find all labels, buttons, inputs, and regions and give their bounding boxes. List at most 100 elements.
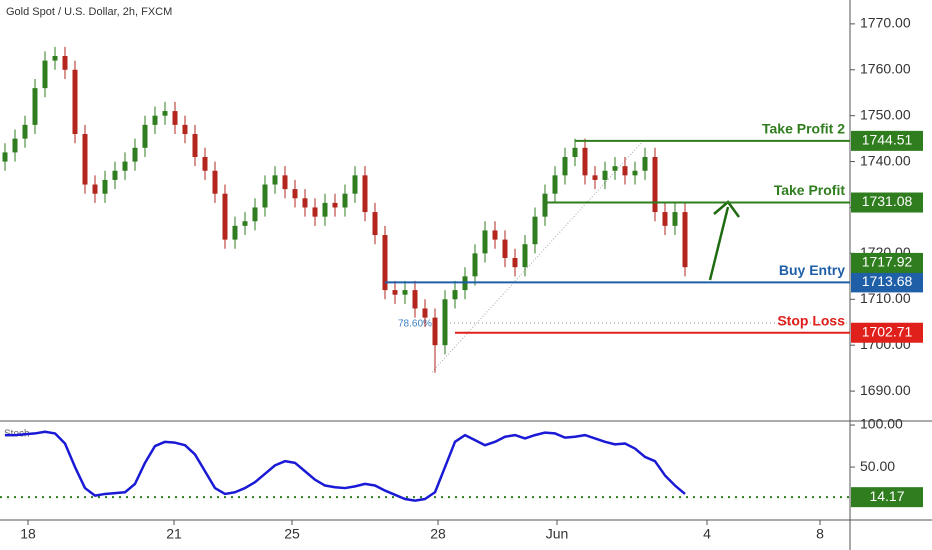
- candle: [452, 280, 458, 309]
- y-tick-label: 1740.00: [860, 152, 911, 168]
- candle-body: [42, 60, 48, 89]
- candle: [532, 207, 538, 254]
- candle-body: [402, 290, 408, 295]
- candle-body: [82, 134, 88, 185]
- candle: [202, 147, 208, 180]
- price-tag: [851, 272, 923, 293]
- candle-body: [292, 189, 298, 199]
- candle-body: [182, 124, 188, 135]
- candle: [392, 280, 398, 304]
- candle-body: [372, 212, 378, 236]
- x-tick-label: 21: [166, 526, 182, 542]
- candle-body: [672, 212, 678, 226]
- x-tick-label: 25: [284, 526, 300, 542]
- candle-body: [132, 147, 138, 162]
- candle: [172, 101, 178, 135]
- candle-body: [512, 257, 518, 268]
- candle-body: [352, 175, 358, 194]
- candle: [232, 216, 238, 249]
- candle: [12, 129, 18, 162]
- candle: [652, 147, 658, 222]
- candle-body: [172, 111, 178, 125]
- candle-body: [442, 299, 448, 346]
- candle: [322, 193, 328, 226]
- candle-body: [592, 175, 598, 180]
- candle-body: [562, 156, 568, 176]
- candle: [162, 101, 168, 125]
- x-tick-label: Jun: [546, 526, 569, 542]
- x-tick-label: 4: [703, 526, 711, 542]
- candle: [432, 308, 438, 373]
- candle-body: [322, 202, 328, 217]
- candle: [552, 166, 558, 203]
- candle-body: [472, 253, 478, 277]
- candle-body: [232, 225, 238, 240]
- y-tick-label: 100.00: [860, 416, 903, 432]
- y-tick-label: 1770.00: [860, 15, 911, 31]
- candle-body: [332, 202, 338, 208]
- candle: [602, 161, 608, 190]
- candle-body: [642, 156, 648, 171]
- candle: [522, 235, 528, 277]
- level-label: Stop Loss: [777, 312, 845, 328]
- candle: [72, 60, 78, 144]
- candle: [562, 147, 568, 185]
- candle-body: [222, 193, 228, 240]
- candle: [272, 166, 278, 194]
- candle-body: [452, 290, 458, 300]
- candle: [252, 198, 258, 231]
- candle-body: [682, 212, 688, 268]
- candle: [182, 115, 188, 144]
- price-tag: [851, 252, 923, 273]
- price-tag: [851, 130, 923, 151]
- candle: [22, 115, 28, 148]
- candle-body: [392, 290, 398, 295]
- candle: [662, 202, 668, 236]
- candle-body: [152, 115, 158, 125]
- candle-body: [122, 161, 128, 171]
- candle: [682, 202, 688, 277]
- candle: [512, 248, 518, 277]
- candle: [502, 230, 508, 268]
- candle-body: [652, 156, 658, 213]
- candle: [152, 106, 158, 135]
- candle: [352, 166, 358, 203]
- candle: [302, 189, 308, 217]
- candle: [342, 184, 348, 217]
- candle-body: [242, 221, 248, 226]
- candle: [42, 51, 48, 98]
- candle: [32, 78, 38, 135]
- candle-body: [582, 147, 588, 176]
- candle-body: [482, 230, 488, 254]
- candle-body: [272, 175, 278, 185]
- candle-body: [312, 207, 318, 217]
- candle: [312, 198, 318, 226]
- candle-body: [262, 184, 268, 208]
- candle-body: [112, 170, 118, 180]
- candle: [112, 161, 118, 190]
- candle: [222, 184, 228, 249]
- candle: [672, 202, 678, 236]
- fib-label: 78.60%: [398, 319, 432, 330]
- candle-body: [282, 175, 288, 190]
- price-tag: [851, 487, 923, 508]
- candle: [572, 138, 578, 167]
- candle: [422, 299, 428, 327]
- candle: [382, 225, 388, 300]
- level-label: Take Profit: [774, 182, 846, 198]
- price-tag-label: 14.17: [869, 488, 904, 504]
- candle-body: [382, 235, 388, 291]
- level-label: Buy Entry: [779, 262, 845, 278]
- candle: [332, 193, 338, 217]
- candle-body: [572, 147, 578, 157]
- candle-body: [522, 244, 528, 268]
- candle: [632, 161, 638, 185]
- candle: [262, 175, 268, 217]
- candle: [102, 170, 108, 203]
- candle-body: [602, 170, 608, 180]
- candle: [482, 221, 488, 263]
- candle-body: [662, 212, 668, 226]
- candle-body: [12, 138, 18, 153]
- candle: [372, 202, 378, 245]
- candle-body: [502, 239, 508, 258]
